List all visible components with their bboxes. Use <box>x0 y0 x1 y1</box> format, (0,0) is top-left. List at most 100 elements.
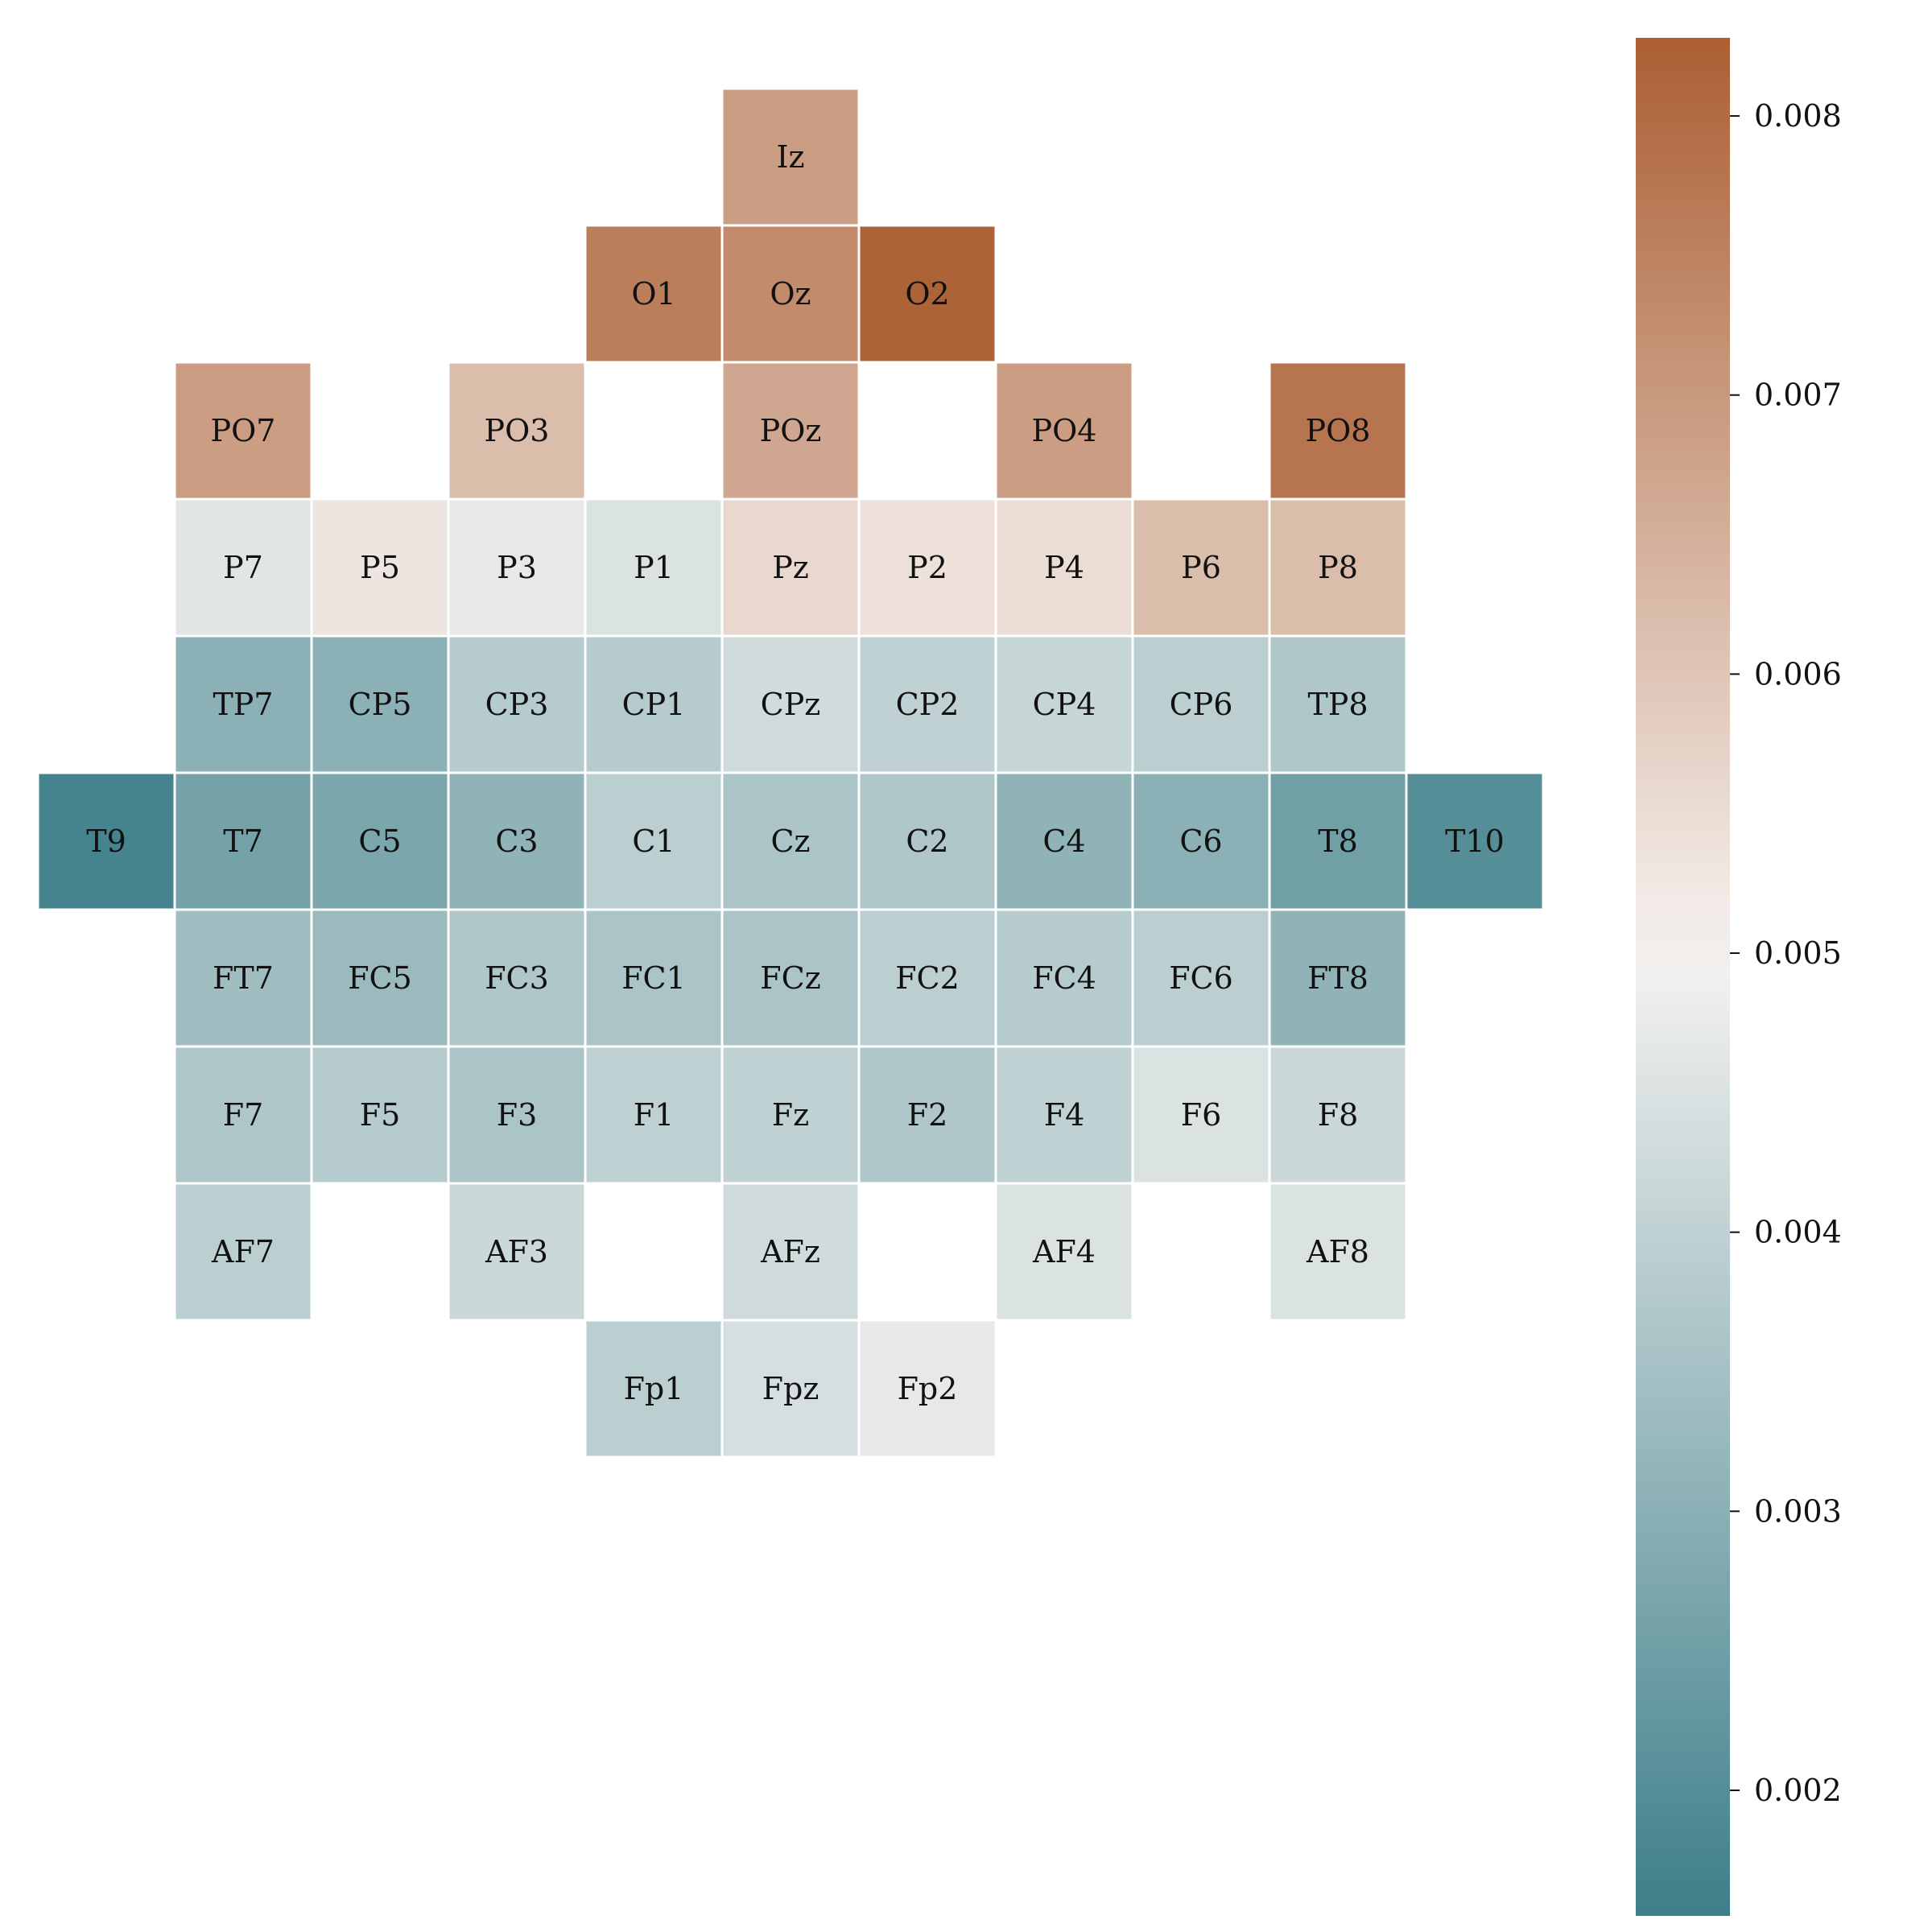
heatmap-cell-rect <box>1131 771 1271 911</box>
heatmap-cell-label: FCz <box>760 960 820 996</box>
heatmap-cell-t8: T8 <box>1268 771 1408 911</box>
heatmap-cell-rect <box>173 634 313 774</box>
heatmap-cell-cp2: CP2 <box>857 634 997 774</box>
heatmap-cell-o1: O1 <box>584 224 724 364</box>
heatmap-cell-fc2: FC2 <box>857 908 997 1048</box>
heatmap-cell-f6: F6 <box>1131 1045 1271 1185</box>
heatmap-cell-label: C4 <box>1042 824 1085 859</box>
heatmap-cell-rect <box>1268 908 1408 1048</box>
heatmap-cell-rect <box>36 771 176 911</box>
heatmap-cell-f2: F2 <box>857 1045 997 1185</box>
heatmap-cell-rect <box>1268 497 1408 638</box>
heatmap-cell-pz: Pz <box>720 497 861 638</box>
heatmap-cell-cp5: CP5 <box>310 634 450 774</box>
heatmap-cell-af7: AF7 <box>173 1182 313 1322</box>
heatmap-cell-label: F1 <box>634 1097 675 1133</box>
heatmap-cell-fc4: FC4 <box>994 908 1134 1048</box>
heatmap-cell-rect <box>994 908 1134 1048</box>
heatmap-cell-p5: P5 <box>310 497 450 638</box>
heatmap-cell-label: P7 <box>223 550 263 585</box>
heatmap-cell-fc1: FC1 <box>584 908 724 1048</box>
heatmap-cell-label: FC1 <box>621 960 686 996</box>
heatmap-cell-f7: F7 <box>173 1045 313 1185</box>
heatmap-cell-label: Pz <box>772 550 809 585</box>
heatmap-cell-rect <box>310 908 450 1048</box>
heatmap-cell-label: AF8 <box>1306 1234 1369 1269</box>
heatmap-cell-af3: AF3 <box>447 1182 587 1322</box>
heatmap-cell-rect <box>173 1045 313 1185</box>
heatmap-cell-cp6: CP6 <box>1131 634 1271 774</box>
heatmap-cell-f3: F3 <box>447 1045 587 1185</box>
heatmap-cell-rect <box>857 1045 997 1185</box>
heatmap-cell-rect <box>447 1045 587 1185</box>
heatmap-cell-rect <box>720 224 861 364</box>
heatmap-cell-label: AF7 <box>211 1234 275 1269</box>
heatmap-cell-fc5: FC5 <box>310 908 450 1048</box>
heatmap-cell-label: C2 <box>906 824 948 859</box>
heatmap-cell-label: T10 <box>1445 824 1505 859</box>
heatmap-cell-fp1: Fp1 <box>584 1319 724 1459</box>
heatmap-cell-rect <box>857 1319 997 1459</box>
heatmap-cell-c3: C3 <box>447 771 587 911</box>
heatmap-cell-rect <box>1268 1045 1408 1185</box>
heatmap-cell-label: AFz <box>760 1234 820 1269</box>
heatmap-cell-rect <box>1405 771 1545 911</box>
heatmap-cell-label: P8 <box>1318 550 1358 585</box>
heatmap-cell-tp7: TP7 <box>173 634 313 774</box>
heatmap-cell-rect <box>310 1045 450 1185</box>
heatmap-cell-rect <box>1131 1045 1271 1185</box>
heatmap-cell-label: F5 <box>360 1097 401 1133</box>
heatmap-cell-poz: POz <box>720 361 861 501</box>
heatmap-grid: Iz O1 Oz O2 PO7 PO3 POz PO4 PO8 P7 P5 P3 P1 Pz P2 P4 P6 P… <box>36 87 1545 1459</box>
heatmap-cell-label: F7 <box>223 1097 264 1133</box>
heatmap-cell-label: Fz <box>772 1097 809 1133</box>
heatmap-cell-t7: T7 <box>173 771 313 911</box>
heatmap-cell-rect <box>584 224 724 364</box>
heatmap-cell-label: O2 <box>905 276 949 312</box>
heatmap-cell-label: F6 <box>1181 1097 1222 1133</box>
heatmap-cell-fp2: Fp2 <box>857 1319 997 1459</box>
heatmap-cell-label: P6 <box>1181 550 1221 585</box>
colorbar-tick-label: 0.007 <box>1754 378 1842 413</box>
heatmap-cell-rect <box>994 497 1134 638</box>
heatmap-cell-o2: O2 <box>857 224 997 364</box>
heatmap-cell-label: Fp1 <box>624 1371 684 1406</box>
heatmap-cell-po3: PO3 <box>447 361 587 501</box>
heatmap-cell-label: P1 <box>634 550 674 585</box>
heatmap-cell-cp3: CP3 <box>447 634 587 774</box>
heatmap-cell-label: CP6 <box>1170 687 1233 722</box>
heatmap-cell-label: T8 <box>1318 824 1358 859</box>
heatmap-cell-fc6: FC6 <box>1131 908 1271 1048</box>
heatmap-cell-label: FC5 <box>348 960 412 996</box>
heatmap-cell-oz: Oz <box>720 224 861 364</box>
heatmap-cell-rect <box>447 361 587 501</box>
heatmap-cell-rect <box>1131 908 1271 1048</box>
heatmap-cell-cp1: CP1 <box>584 634 724 774</box>
heatmap-cell-rect <box>994 1182 1134 1322</box>
colorbar-tick-label: 0.006 <box>1754 656 1842 691</box>
heatmap-cell-rect <box>173 908 313 1048</box>
heatmap-cell-label: FT7 <box>213 960 274 996</box>
heatmap-cell-label: POz <box>760 413 822 448</box>
heatmap-cell-label: Cz <box>770 824 810 859</box>
heatmap-cell-label: TP8 <box>1307 687 1368 722</box>
heatmap-cell-label: CP1 <box>622 687 686 722</box>
heatmap-cell-label: CPz <box>761 687 821 722</box>
heatmap-cell-c4: C4 <box>994 771 1134 911</box>
heatmap-cell-label: F2 <box>907 1097 948 1133</box>
heatmap-cell-label: FC4 <box>1032 960 1096 996</box>
heatmap-cell-label: PO7 <box>211 413 276 448</box>
heatmap-cell-f4: F4 <box>994 1045 1134 1185</box>
heatmap-cell-rect <box>1268 771 1408 911</box>
heatmap-cell-rect <box>994 1045 1134 1185</box>
heatmap-cell-po4: PO4 <box>994 361 1134 501</box>
heatmap-cell-label: FC6 <box>1169 960 1233 996</box>
heatmap-cell-label: F4 <box>1044 1097 1085 1133</box>
heatmap-cell-rect <box>584 634 724 774</box>
heatmap-cell-rect <box>447 771 587 911</box>
heatmap-cell-rect <box>447 634 587 774</box>
heatmap-cell-afz: AFz <box>720 1182 861 1322</box>
heatmap-cell-label: CP5 <box>349 687 412 722</box>
colorbar-tick-label: 0.002 <box>1754 1773 1842 1808</box>
heatmap-cell-rect <box>1131 497 1271 638</box>
